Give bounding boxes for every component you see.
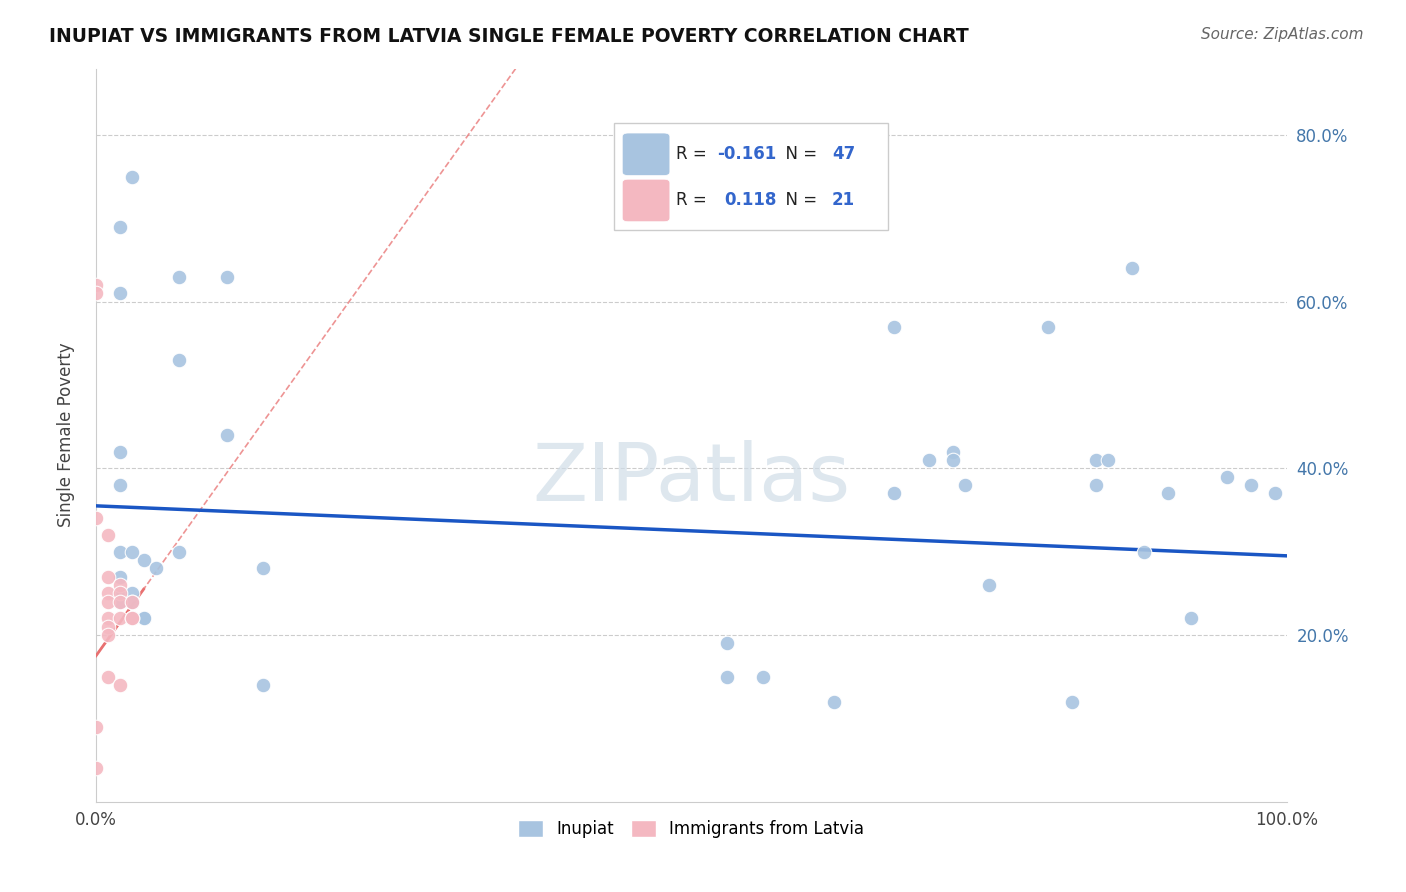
Text: 47: 47 [832, 145, 855, 163]
Point [108, 544, 131, 558]
Point [84, 720, 107, 734]
Point [121, 611, 143, 625]
Point [918, 453, 941, 467]
Point [97, 569, 120, 583]
Point [942, 453, 965, 467]
Point [883, 486, 905, 500]
Point [97, 611, 120, 625]
Point [252, 561, 274, 575]
Point [953, 478, 976, 492]
Point [121, 611, 143, 625]
Point [97, 586, 120, 600]
Point [1085, 478, 1108, 492]
Point [132, 611, 155, 625]
Point [169, 269, 191, 284]
Point [1132, 544, 1154, 558]
Point [823, 695, 845, 709]
Point [1156, 486, 1178, 500]
Point [121, 594, 143, 608]
Text: 21: 21 [832, 192, 855, 210]
Point [97, 628, 120, 642]
Point [121, 594, 143, 608]
Point [1264, 486, 1286, 500]
Point [97, 620, 120, 634]
Point [751, 670, 773, 684]
Point [84, 511, 107, 525]
Point [108, 578, 131, 592]
Point [121, 544, 143, 558]
Point [108, 219, 131, 234]
Point [108, 586, 131, 600]
Point [108, 594, 131, 608]
Point [97, 528, 120, 542]
Point [108, 586, 131, 600]
Text: 0.118: 0.118 [724, 192, 778, 210]
Point [977, 578, 1000, 592]
Y-axis label: Single Female Poverty: Single Female Poverty [58, 343, 75, 527]
Point [84, 761, 107, 775]
Point [1038, 319, 1060, 334]
Point [716, 636, 738, 650]
FancyBboxPatch shape [623, 179, 669, 222]
Point [108, 594, 131, 608]
Point [1240, 478, 1263, 492]
Point [108, 478, 131, 492]
Text: R =: R = [676, 192, 717, 210]
Point [169, 353, 191, 368]
Point [1085, 453, 1108, 467]
Point [97, 670, 120, 684]
Text: N =: N = [775, 192, 823, 210]
Point [108, 569, 131, 583]
Text: INUPIAT VS IMMIGRANTS FROM LATVIA SINGLE FEMALE POVERTY CORRELATION CHART: INUPIAT VS IMMIGRANTS FROM LATVIA SINGLE… [49, 27, 969, 45]
Legend: Inupiat, Immigrants from Latvia: Inupiat, Immigrants from Latvia [512, 813, 870, 845]
Point [1180, 611, 1202, 625]
Text: N =: N = [775, 145, 823, 163]
Point [132, 611, 155, 625]
Point [169, 544, 191, 558]
Point [84, 286, 107, 301]
Point [716, 670, 738, 684]
Text: Source: ZipAtlas.com: Source: ZipAtlas.com [1201, 27, 1364, 42]
Point [942, 444, 965, 458]
Point [121, 611, 143, 625]
FancyBboxPatch shape [614, 123, 887, 230]
Point [1121, 261, 1143, 276]
Point [108, 611, 131, 625]
Point [1097, 453, 1119, 467]
Text: -0.161: -0.161 [717, 145, 776, 163]
Point [215, 269, 238, 284]
Point [1216, 469, 1239, 483]
Point [121, 586, 143, 600]
FancyBboxPatch shape [623, 133, 669, 176]
Text: R =: R = [676, 145, 711, 163]
Point [121, 169, 143, 184]
Point [883, 319, 905, 334]
Point [84, 278, 107, 293]
Point [108, 678, 131, 692]
Point [145, 561, 167, 575]
Point [252, 678, 274, 692]
Point [108, 444, 131, 458]
Point [215, 428, 238, 442]
Point [108, 286, 131, 301]
Point [97, 594, 120, 608]
Text: ZIPatlas: ZIPatlas [533, 440, 851, 518]
Point [1062, 695, 1084, 709]
Point [132, 553, 155, 567]
